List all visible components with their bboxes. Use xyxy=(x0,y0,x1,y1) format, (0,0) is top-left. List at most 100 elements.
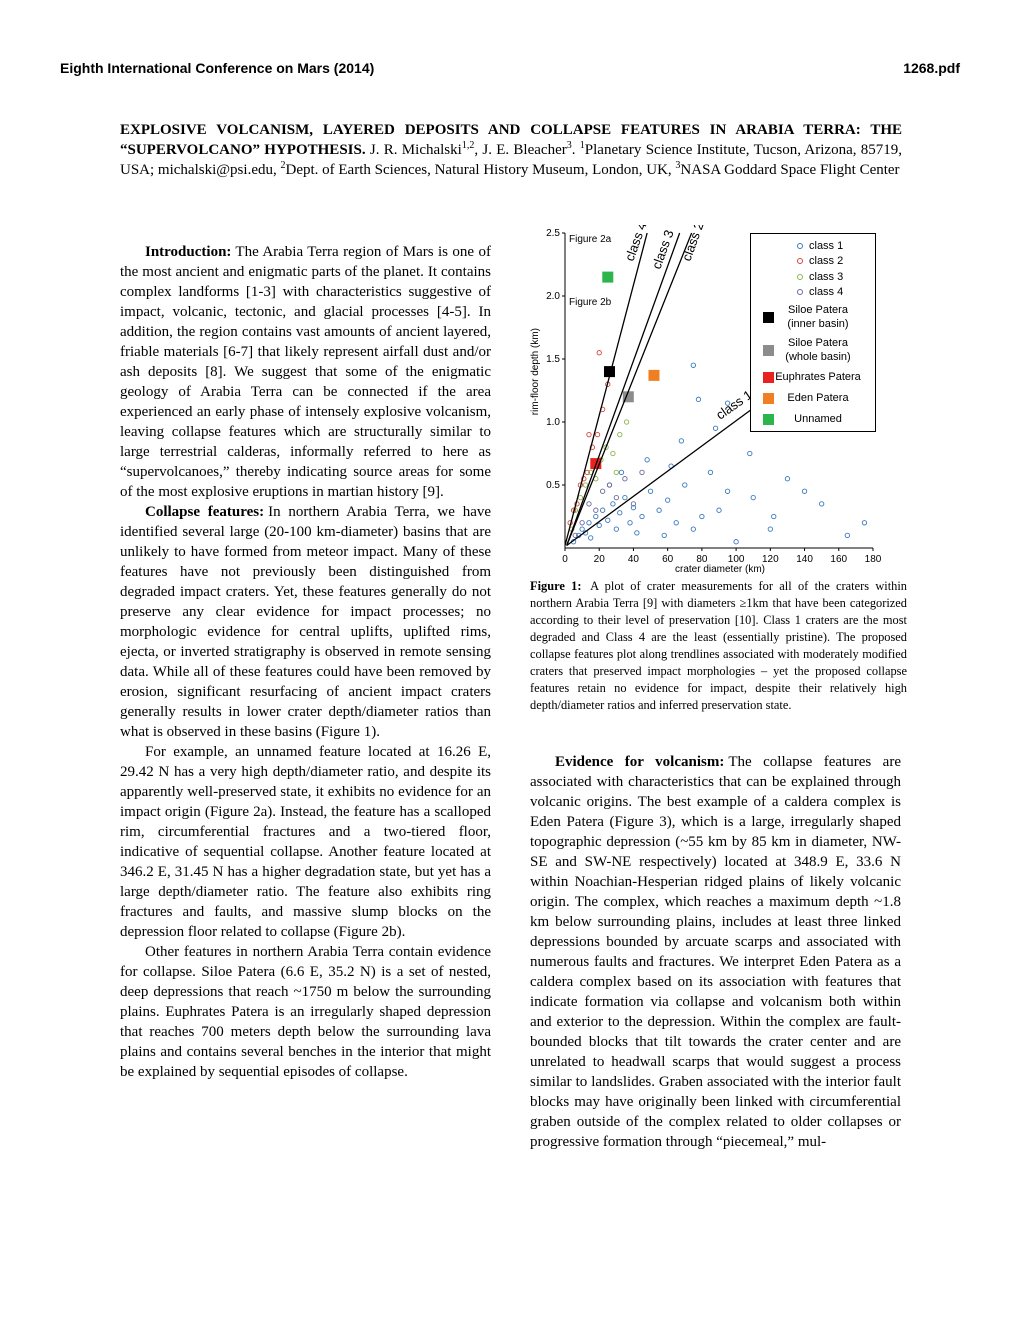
trendline-label: class 3 xyxy=(649,228,677,271)
data-point xyxy=(724,488,731,494)
data-point xyxy=(610,501,616,507)
y-tick-label: 0.5 xyxy=(546,480,560,491)
x-tick-label: 120 xyxy=(762,554,779,565)
paragraph-text: The collapse features are associated wit… xyxy=(530,754,901,1150)
trendline xyxy=(566,405,758,547)
data-point xyxy=(584,469,590,476)
y-tick-label: 1.5 xyxy=(546,354,560,365)
data-point xyxy=(606,482,613,488)
data-point xyxy=(599,488,606,494)
affiliation-mark: 3 xyxy=(675,160,681,171)
right-column: Evidence for volcanism: The collapse feat… xyxy=(530,752,901,1152)
legend-label: Unnamed xyxy=(794,413,842,425)
data-point xyxy=(605,517,611,523)
byline-text: J. R. Michalski xyxy=(369,142,462,158)
legend-symbol xyxy=(797,289,803,296)
data-point xyxy=(588,535,594,541)
byline: J. R. Michalski1,2, J. E. Bleacher3. 1Pl… xyxy=(120,140,902,179)
data-point xyxy=(618,469,625,476)
affiliation-mark: 1,2 xyxy=(461,140,475,151)
data-point xyxy=(582,482,589,488)
legend-entry: class 1 xyxy=(751,238,875,254)
paragraph: Collapse features: In northern Arabia Ter… xyxy=(120,502,491,742)
trendline xyxy=(566,232,681,546)
paragraph-text: The Arabia Terra region of Mars is one o… xyxy=(120,244,491,500)
figure-annotation: Figure 2b xyxy=(569,297,612,308)
data-point xyxy=(613,526,619,532)
data-point xyxy=(724,400,731,406)
legend-label: class 2 xyxy=(809,255,844,268)
x-tick-label: 160 xyxy=(830,554,847,565)
data-point xyxy=(682,482,688,488)
y-axis-label: rim-floor depth (km) xyxy=(530,328,541,415)
left-column: Introduction: The Arabia Terra region of … xyxy=(120,242,491,1082)
legend-symbol xyxy=(797,273,803,280)
data-square xyxy=(602,271,614,283)
legend-entry: Eden Patera xyxy=(751,388,875,408)
legend-symbol xyxy=(797,258,803,265)
data-point xyxy=(622,476,628,482)
title: EXPLOSIVE VOLCANISM, LAYERED DEPOSITS AN… xyxy=(120,122,902,158)
legend-entry: Euphrates Patera xyxy=(751,367,875,387)
data-point xyxy=(593,513,599,520)
section-heading: Collapse features: xyxy=(145,504,265,520)
data-point xyxy=(577,494,584,501)
data-point xyxy=(695,396,702,402)
paragraph-text: In northern Arabia Terra, we have identi… xyxy=(120,504,492,740)
caption-text: A plot of crater measurements for all of… xyxy=(530,579,907,712)
legend-symbol xyxy=(797,242,803,249)
data-point xyxy=(665,497,671,503)
byline-text: . xyxy=(571,142,580,158)
data-point xyxy=(572,532,578,539)
trendline xyxy=(566,232,693,546)
section-heading: Evidence for volcanism: xyxy=(555,754,725,770)
data-point xyxy=(617,431,623,438)
data-point xyxy=(596,350,602,356)
byline-text: , J. E. Bleacher xyxy=(474,142,567,158)
affiliation-mark: 3 xyxy=(566,140,572,151)
legend-entry: Siloe Patera (inner basin) xyxy=(751,301,875,333)
data-point xyxy=(690,362,696,368)
data-square xyxy=(622,391,634,403)
paragraph: Introduction: The Arabia Terra region of … xyxy=(120,242,491,502)
x-tick-label: 80 xyxy=(696,554,708,565)
x-tick-label: 60 xyxy=(662,554,674,565)
data-point xyxy=(599,507,606,513)
data-point xyxy=(707,469,714,476)
data-point xyxy=(639,513,645,520)
data-point xyxy=(771,513,777,520)
trendline-label: class 1 xyxy=(713,387,755,422)
data-point xyxy=(784,476,791,482)
data-point xyxy=(630,505,637,511)
data-point xyxy=(613,469,619,476)
paragraph: Other features in northern Arabia Terra … xyxy=(120,942,491,1082)
figure-annotation: Figure 2a xyxy=(569,234,612,245)
data-point xyxy=(617,510,623,516)
data-point xyxy=(678,438,685,444)
paragraph: For example, an unnamed feature located … xyxy=(120,742,491,942)
legend-entry: Unnamed xyxy=(751,409,875,429)
trendline-label: class 4 xyxy=(622,225,650,263)
data-point xyxy=(579,520,585,526)
data-point xyxy=(767,526,773,532)
data-point xyxy=(747,450,753,457)
legend-symbol xyxy=(763,392,774,404)
trendline-label: class 2 xyxy=(679,225,707,263)
data-point xyxy=(581,476,587,482)
data-point xyxy=(623,419,630,425)
legend-label: Euphrates Patera xyxy=(775,371,861,383)
byline-text: Dept. of Earth Sciences, Natural History… xyxy=(285,162,676,178)
data-point xyxy=(716,507,722,513)
header-left: Eighth International Conference on Mars … xyxy=(60,60,375,76)
legend-entry: class 4 xyxy=(751,285,875,301)
paragraph-text: For example, an unnamed feature located … xyxy=(120,744,491,940)
data-point xyxy=(656,507,662,513)
x-tick-label: 180 xyxy=(865,554,882,565)
caption-label: Figure 1: xyxy=(530,579,582,593)
legend: class 1 class 2 class 3 class 4 Siloe Patera… xyxy=(750,233,876,432)
x-tick-label: 20 xyxy=(594,554,606,565)
affiliation-mark: 2 xyxy=(280,160,286,171)
data-point xyxy=(639,469,645,476)
data-point xyxy=(596,522,602,528)
